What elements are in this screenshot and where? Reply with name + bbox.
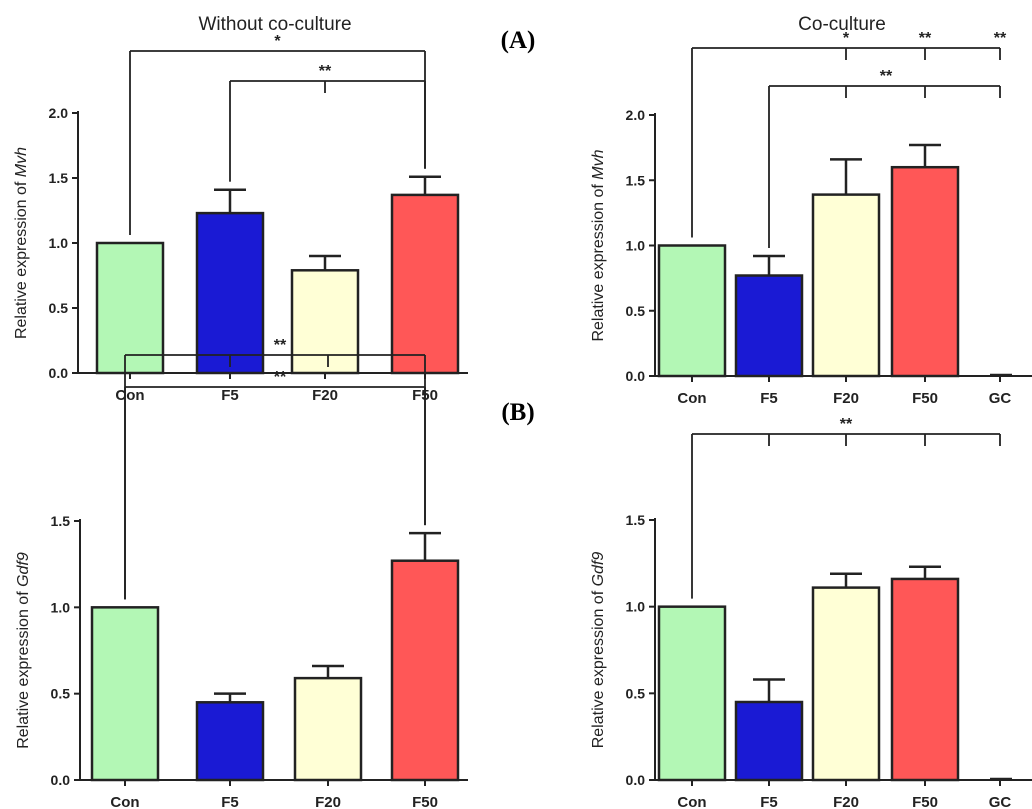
significance-bracket: ** xyxy=(768,68,1001,248)
significance-label: ** xyxy=(919,30,932,47)
y-tick-label: 1.5 xyxy=(626,172,646,188)
bar-F5 xyxy=(195,211,265,375)
y-axis-label: Relative expression of Gdf9 xyxy=(590,552,607,749)
y-tick-label: 1.5 xyxy=(626,512,646,528)
x-tick-label: F50 xyxy=(912,794,938,809)
bar-F20 xyxy=(293,676,363,782)
y-tick-label: 2.0 xyxy=(626,107,646,123)
panel-label-b: (B) xyxy=(501,399,534,426)
bar-F50 xyxy=(390,193,460,375)
bar-F20 xyxy=(811,193,881,378)
bar-F50 xyxy=(890,165,960,378)
bar-F20 xyxy=(290,269,360,375)
x-tick-label: Con xyxy=(677,794,706,809)
bar-Con xyxy=(95,241,165,375)
chart-B-right: 0.0 0.5 1.0 1.5 Relative expression of Gdf9 C… xyxy=(590,416,1032,809)
x-tick-label: Con xyxy=(677,390,706,407)
x-tick-label: F50 xyxy=(912,390,938,407)
significance-label: * xyxy=(274,33,281,50)
y-axis-label-prefix: Relative expression of xyxy=(590,180,607,342)
y-tick-label: 1.0 xyxy=(51,599,71,615)
chart-B-left: 0.0 0.5 1.0 1.5 Relative expression of Gdf9 C… xyxy=(15,337,468,809)
x-tick-label: F5 xyxy=(760,794,778,809)
significance-label: ** xyxy=(274,369,287,386)
x-tick-label: GC xyxy=(989,390,1012,407)
chart-A-right: 0.0 0.5 1.0 1.5 2.0 Relative expression of Mv… xyxy=(590,30,1032,407)
significance-bracket: ** xyxy=(691,416,1001,599)
y-axis-label-gene: Mvh xyxy=(13,147,30,177)
y-axis-label-prefix: Relative expression of xyxy=(590,586,607,748)
y-tick-label: 0.0 xyxy=(49,365,69,381)
x-tick-label: Con xyxy=(115,387,144,404)
y-tick-label: 0.0 xyxy=(51,772,71,788)
y-axis-label-gene: Gdf9 xyxy=(590,552,607,587)
x-tick-label: GC xyxy=(989,794,1012,809)
y-tick-label: 1.0 xyxy=(626,238,646,254)
bar-Con xyxy=(90,606,160,782)
x-tick-label: F20 xyxy=(833,390,859,407)
y-axis-label: Relative expression of Mvh xyxy=(13,147,30,339)
x-tick-label: F20 xyxy=(312,387,338,404)
significance-label: * xyxy=(843,30,850,47)
y-tick-label: 1.5 xyxy=(51,513,71,529)
significance-bracket: * xyxy=(129,33,426,235)
column-title-left: Without co-culture xyxy=(198,14,351,35)
x-tick-label: F5 xyxy=(221,794,239,809)
significance-label: ** xyxy=(880,68,893,85)
significance-label: ** xyxy=(319,63,332,80)
bar-F5 xyxy=(734,274,804,378)
y-tick-label: 0.5 xyxy=(626,303,646,319)
significance-label: ** xyxy=(994,30,1007,47)
significance-label: ** xyxy=(274,337,287,354)
x-tick-label: F5 xyxy=(221,387,239,404)
x-tick-label: F20 xyxy=(315,794,341,809)
x-tick-label: F50 xyxy=(412,794,438,809)
bar-F20 xyxy=(811,586,881,782)
bar-F50 xyxy=(390,559,460,782)
y-tick-label: 0.0 xyxy=(626,368,646,384)
y-axis-label-prefix: Relative expression of xyxy=(13,177,30,339)
bar-F50 xyxy=(890,577,960,782)
significance-bracket: ** xyxy=(124,369,426,600)
bar-Con xyxy=(657,244,727,378)
y-tick-label: 0.5 xyxy=(51,686,71,702)
significance-bracket: * ** ** xyxy=(691,30,1007,238)
significance-bracket: ** xyxy=(229,63,426,182)
chart-A-left: 0.0 0.5 1.0 1.5 2.0 Relative expression of Mv… xyxy=(13,33,468,404)
y-tick-label: 0.5 xyxy=(626,685,646,701)
panel-label-a: (A) xyxy=(501,27,536,54)
bar-F5 xyxy=(734,700,804,782)
y-tick-label: 2.0 xyxy=(49,105,69,121)
y-axis-label: Relative expression of Mvh xyxy=(590,149,607,341)
y-tick-label: 0.5 xyxy=(49,300,69,316)
y-tick-label: 1.5 xyxy=(49,170,69,186)
y-axis-label: Relative expression of Gdf9 xyxy=(15,552,32,749)
y-tick-label: 1.0 xyxy=(626,599,646,615)
y-axis-label-gene: Mvh xyxy=(590,149,607,179)
x-tick-label: Con xyxy=(110,794,139,809)
y-tick-label: 0.0 xyxy=(626,772,646,788)
y-axis-label-prefix: Relative expression of xyxy=(15,587,32,749)
x-tick-label: F20 xyxy=(833,794,859,809)
y-tick-label: 1.0 xyxy=(49,235,69,251)
bar-F5 xyxy=(195,701,265,782)
bar-Con xyxy=(657,605,727,782)
column-title-right: Co-culture xyxy=(798,14,886,35)
x-tick-label: F5 xyxy=(760,390,778,407)
significance-label: ** xyxy=(840,416,853,433)
y-axis-label-gene: Gdf9 xyxy=(15,552,32,587)
